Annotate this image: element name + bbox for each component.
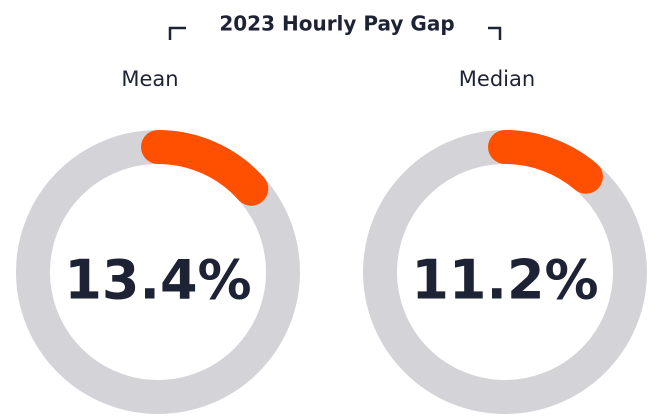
value-label: 11.2%	[411, 249, 598, 312]
donut-title: Mean	[121, 67, 178, 91]
bracket-left	[168, 26, 186, 40]
donut-arc	[488, 130, 603, 194]
donut-title: Median	[459, 67, 535, 91]
value-label: 13.4%	[64, 249, 251, 312]
bracket-right	[488, 26, 502, 40]
chart-title: 2023 Hourly Pay Gap	[219, 12, 454, 36]
donut-arc	[141, 130, 269, 206]
